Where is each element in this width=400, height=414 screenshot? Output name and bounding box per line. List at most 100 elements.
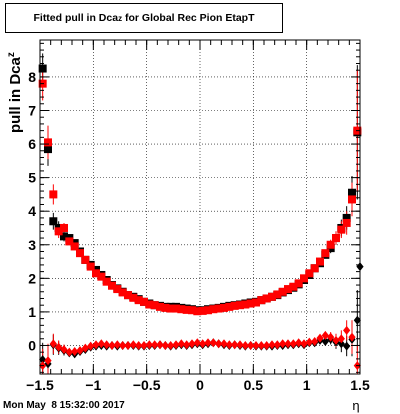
data-point-square	[129, 293, 138, 302]
data-point-diamond	[263, 340, 271, 350]
data-point-square	[268, 292, 276, 301]
data-point-diamond	[65, 347, 73, 357]
data-point-square	[241, 300, 250, 309]
data-point-square	[198, 306, 207, 315]
y-tick-label: 7	[28, 102, 36, 118]
data-point-square	[246, 299, 255, 308]
data-point-square	[300, 274, 308, 283]
data-point-square	[49, 217, 58, 226]
data-point-square	[310, 264, 319, 273]
tick-labels: −1.5 −1 −0.5 0 0.5 1 1.5 0 1 2 3 4 5 6 7 8	[26, 69, 370, 393]
data-point-square	[49, 190, 58, 199]
data-point-square	[86, 262, 95, 271]
data-point-diamond	[172, 340, 180, 350]
data-point-diamond	[231, 340, 239, 350]
x-tick-label: 0.5	[244, 377, 264, 393]
data-point-diamond	[343, 325, 351, 335]
data-point-diamond	[92, 340, 100, 350]
data-point-square	[108, 281, 116, 290]
data-point-diamond	[199, 339, 207, 349]
data-point-square	[156, 302, 164, 311]
data-point-diamond	[97, 339, 105, 349]
data-point-square	[118, 288, 127, 297]
x-tick-label: −1.5	[26, 377, 54, 393]
data-point-square	[145, 300, 154, 309]
error-bars	[42, 53, 361, 374]
y-tick-label: 4	[28, 203, 36, 219]
data-point-square	[166, 304, 175, 313]
data-point-square	[342, 213, 351, 222]
y-axis-label-main: pull in Dca	[7, 57, 24, 134]
y-tick-label: 0	[28, 337, 36, 353]
data-point-diamond	[311, 336, 319, 346]
data-point-square	[140, 297, 148, 306]
data-point-diamond	[247, 340, 255, 350]
data-point-diamond	[108, 340, 116, 350]
data-point-square	[294, 279, 303, 288]
data-point-square	[76, 249, 84, 258]
data-point-diamond	[55, 342, 63, 352]
data-point-diamond	[279, 339, 287, 349]
data-point-square	[124, 291, 132, 300]
x-tick-label: 1.5	[350, 377, 370, 393]
data-point-diamond	[337, 334, 345, 344]
data-point-square	[60, 232, 68, 241]
y-tick-label: 5	[28, 170, 36, 186]
data-point-square	[92, 269, 100, 278]
y-tick-label: 6	[28, 136, 36, 152]
data-point-diamond	[39, 355, 47, 365]
data-point-square	[337, 225, 346, 234]
data-point-square	[102, 277, 111, 286]
data-point-square	[236, 301, 244, 310]
data-point-diamond	[44, 356, 52, 366]
data-point-diamond	[252, 340, 260, 350]
y-tick-label: 3	[28, 237, 36, 253]
data-point-diamond	[81, 343, 89, 353]
data-point-square	[278, 287, 287, 296]
data-point-square	[38, 64, 47, 73]
data-point-square	[182, 305, 191, 314]
data-point-diamond	[76, 346, 84, 356]
data-point-diamond	[332, 335, 340, 345]
data-point-square	[209, 305, 218, 314]
data-point-square	[188, 306, 196, 315]
x-tick-label: −1	[85, 377, 101, 393]
timestamp: Mon May 8 15:32:00 2017	[3, 400, 125, 411]
data-point-square	[177, 305, 186, 314]
data-point-diamond	[71, 347, 79, 357]
data-point-square	[289, 282, 298, 291]
data-point-diamond	[135, 340, 143, 350]
data-point-square	[54, 227, 63, 236]
data-point-square	[273, 290, 282, 299]
data-point-square	[81, 255, 90, 264]
data-point-square	[342, 218, 351, 227]
y-tick-label: 8	[28, 69, 36, 85]
data-point-square	[257, 296, 266, 305]
data-point-diamond	[49, 339, 57, 349]
data-point-square	[44, 145, 52, 154]
data-point-diamond	[129, 340, 137, 350]
data-point-square	[172, 304, 180, 313]
data-point-diamond	[140, 340, 148, 350]
data-point-square	[134, 296, 143, 305]
data-point-diamond	[225, 340, 233, 350]
data-point-diamond	[284, 339, 292, 349]
chart-title: Fitted pull in Dca z for Global Rec Pion …	[5, 3, 283, 33]
data-point-square	[252, 298, 260, 307]
data-point-square	[348, 195, 356, 204]
data-point-diamond	[273, 340, 281, 350]
data-markers	[38, 64, 364, 371]
data-point-square	[65, 237, 74, 246]
data-point-square	[284, 285, 292, 294]
chart-title-subscript: z	[118, 13, 123, 23]
data-point-diamond	[145, 340, 153, 350]
data-point-square	[150, 301, 159, 310]
data-point-diamond	[241, 340, 249, 350]
data-point-square	[113, 285, 122, 294]
data-point-diamond	[300, 339, 308, 349]
data-point-diamond	[209, 338, 217, 348]
data-point-diamond	[60, 344, 68, 354]
data-point-diamond	[305, 337, 313, 347]
data-point-square	[161, 303, 170, 312]
